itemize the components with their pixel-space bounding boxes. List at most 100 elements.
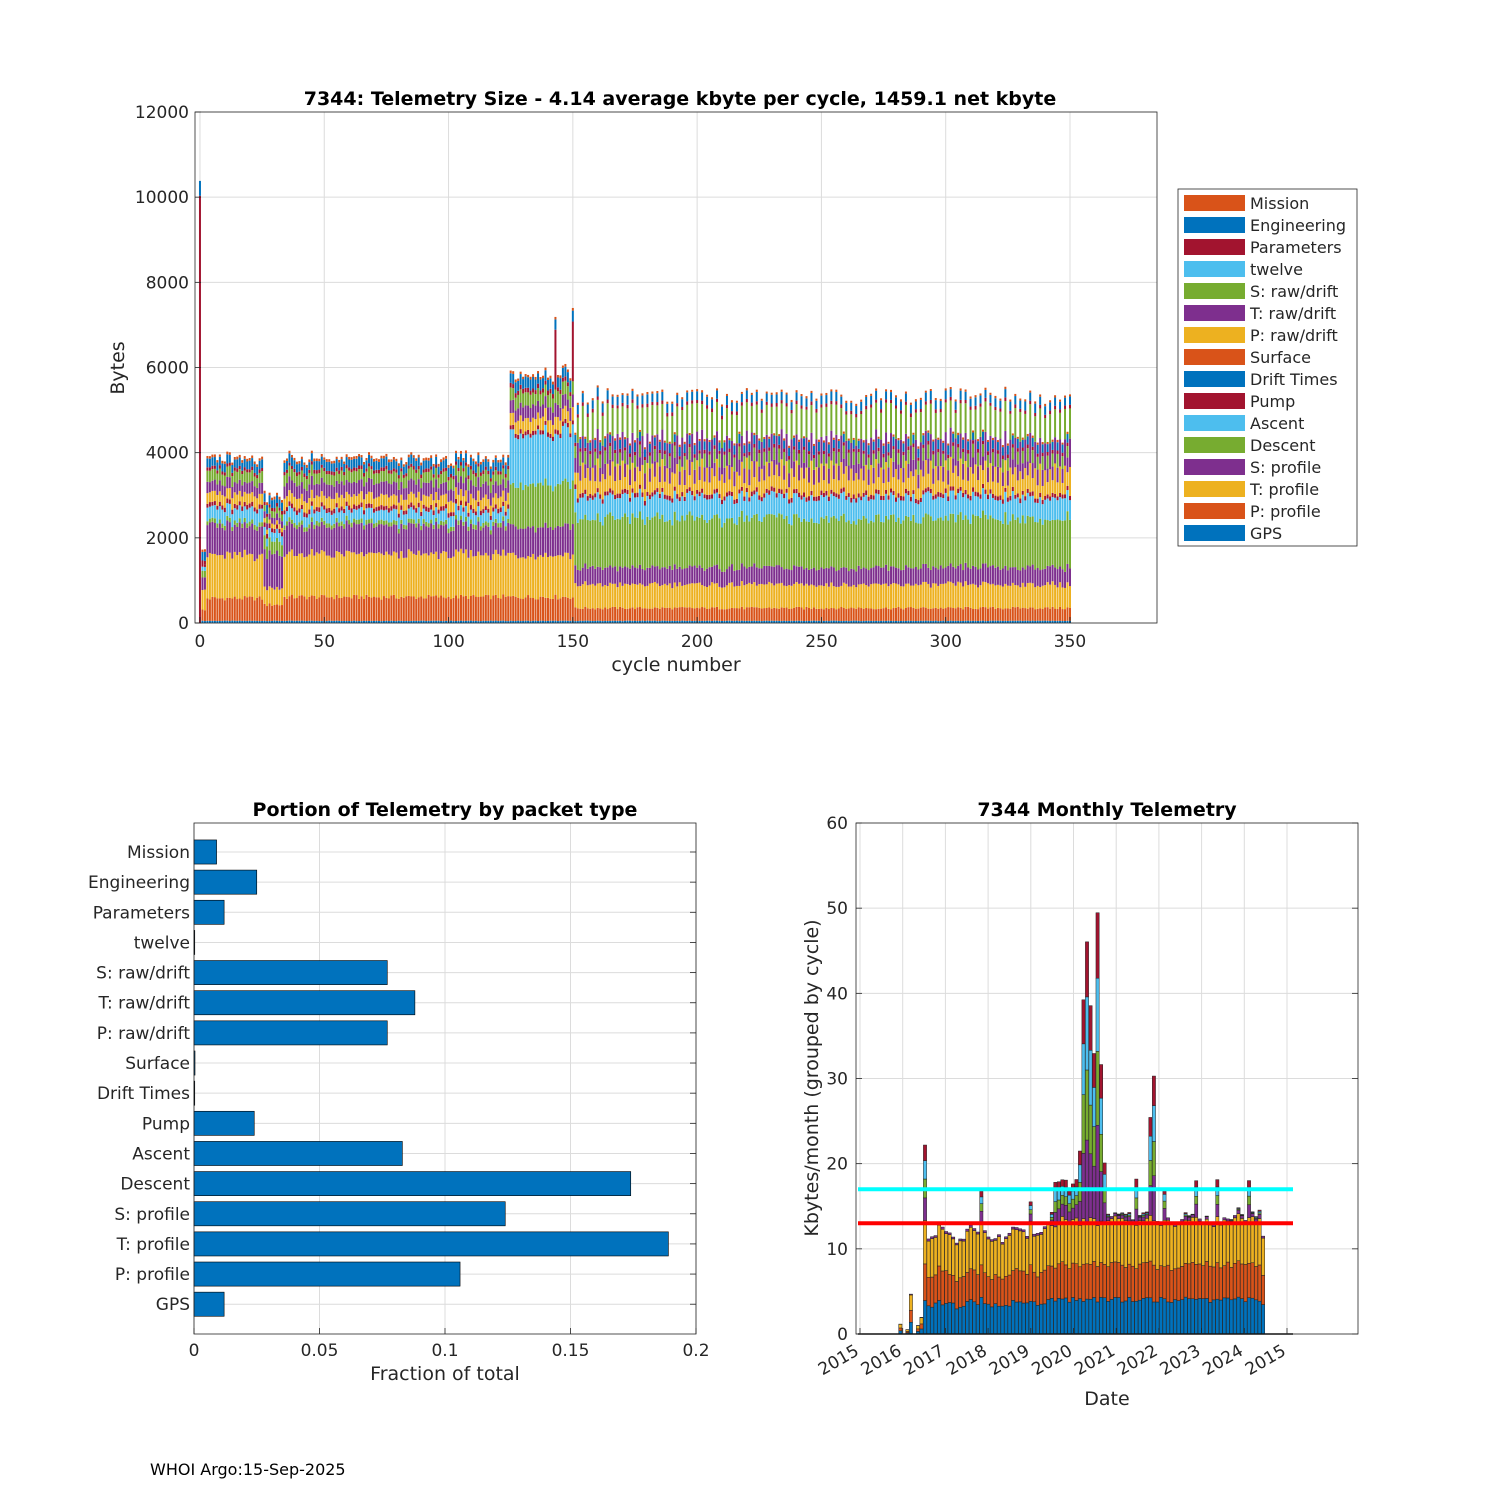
bar-segment xyxy=(914,608,917,621)
bar-segment xyxy=(455,621,458,623)
bar-segment xyxy=(489,515,492,520)
bar-segment xyxy=(696,567,699,584)
bar-segment xyxy=(820,495,823,518)
bar-segment xyxy=(624,492,627,514)
bar-segment xyxy=(604,620,607,623)
bar-segment xyxy=(629,453,632,457)
bar-segment xyxy=(430,466,433,470)
bar-segment xyxy=(502,506,505,517)
bar-segment xyxy=(641,620,644,623)
bar-segment xyxy=(872,453,875,468)
bar-segment xyxy=(338,497,341,509)
bar-segment xyxy=(226,498,229,504)
bar-segment xyxy=(474,464,477,473)
bar-segment xyxy=(554,403,557,417)
bar-segment xyxy=(201,590,204,610)
bar-segment xyxy=(977,620,980,623)
bar-segment xyxy=(656,583,659,608)
cycle-bar xyxy=(972,430,975,623)
bar-segment xyxy=(524,558,527,598)
bar-segment xyxy=(534,419,537,431)
bar-segment xyxy=(753,461,756,478)
bar-segment xyxy=(340,510,343,522)
cycle-bar xyxy=(462,458,465,623)
bar-segment xyxy=(972,443,975,458)
bar-segment xyxy=(1059,466,1062,493)
cycle-bar xyxy=(745,388,748,623)
bar-segment xyxy=(584,451,587,465)
bar-segment xyxy=(904,620,907,623)
bar-segment xyxy=(875,402,878,430)
bar-segment xyxy=(711,518,714,567)
bar-segment xyxy=(683,620,686,623)
bar-segment xyxy=(1034,502,1037,523)
bar-segment xyxy=(1024,496,1027,501)
bar-segment xyxy=(283,529,286,557)
bar-segment xyxy=(1036,608,1039,621)
bar-segment xyxy=(425,553,428,599)
bar-segment xyxy=(343,471,346,476)
bar-segment xyxy=(290,493,293,504)
bar-segment xyxy=(773,607,776,621)
bar-segment xyxy=(504,530,507,556)
bar-segment xyxy=(440,510,443,521)
bar-segment xyxy=(464,620,467,623)
bar-segment xyxy=(768,436,771,439)
bar-segment xyxy=(860,621,863,623)
bar-segment xyxy=(1011,606,1014,621)
cycle-bar xyxy=(392,456,395,623)
bar-segment xyxy=(845,440,848,467)
bar-segment xyxy=(318,469,321,474)
cycle-bar xyxy=(514,379,517,623)
bar-segment xyxy=(989,584,992,608)
bar-segment xyxy=(482,509,485,514)
bar-segment xyxy=(1039,437,1042,464)
bar-segment xyxy=(415,620,418,623)
bar-segment xyxy=(542,404,545,417)
bar-segment xyxy=(862,567,865,584)
bar-segment xyxy=(218,480,221,492)
bar-segment xyxy=(959,620,962,623)
bar-segment xyxy=(999,499,1002,521)
bar-segment xyxy=(711,607,714,621)
bar-segment xyxy=(457,620,460,623)
cycle-bar xyxy=(837,439,840,623)
bar-segment xyxy=(599,494,602,499)
bar-segment xyxy=(1061,609,1064,622)
bar-segment xyxy=(609,620,612,623)
bar-segment xyxy=(263,501,266,506)
bar-segment xyxy=(1049,443,1052,470)
fraction-chart: 0 0.05 0.1 0.15 0.2MissionEngineeringParamet… xyxy=(88,799,710,1385)
bar-segment xyxy=(1051,453,1054,467)
bar-segment xyxy=(661,567,664,586)
bar-segment xyxy=(852,494,855,499)
bar-segment xyxy=(233,456,236,460)
bar-segment xyxy=(865,568,868,586)
bar-segment xyxy=(952,431,955,434)
bar-segment xyxy=(631,391,634,400)
bar-segment xyxy=(571,524,574,555)
bar-segment xyxy=(977,496,980,517)
bar-segment xyxy=(641,492,644,497)
bar-segment xyxy=(206,481,209,494)
bar-segment xyxy=(979,607,982,621)
bar-segment xyxy=(957,447,960,461)
bar-segment xyxy=(420,462,423,466)
bar-segment xyxy=(942,442,945,451)
bar-segment xyxy=(1009,413,1012,440)
bar-segment xyxy=(599,498,602,522)
bar-segment xyxy=(860,519,863,569)
bar-segment xyxy=(832,567,835,587)
bar-segment xyxy=(825,495,828,516)
bar-segment xyxy=(507,596,510,622)
cycle-bar xyxy=(952,431,955,623)
bar-segment xyxy=(698,491,701,497)
bar-segment xyxy=(539,379,542,391)
bar-segment xyxy=(440,520,443,526)
bar-segment xyxy=(683,456,686,470)
bar-segment xyxy=(798,453,801,466)
bar-segment xyxy=(795,392,798,401)
bar-segment xyxy=(263,620,266,623)
bar-segment xyxy=(947,443,950,446)
bar-segment xyxy=(584,606,587,621)
